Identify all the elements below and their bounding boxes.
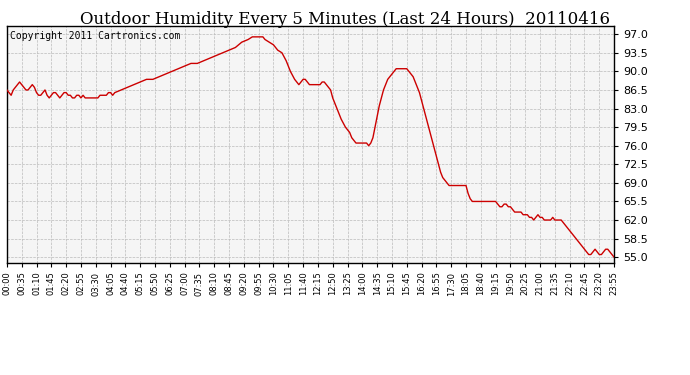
Text: Copyright 2011 Cartronics.com: Copyright 2011 Cartronics.com: [10, 31, 180, 41]
Text: Outdoor Humidity Every 5 Minutes (Last 24 Hours)  20110416: Outdoor Humidity Every 5 Minutes (Last 2…: [80, 11, 610, 28]
